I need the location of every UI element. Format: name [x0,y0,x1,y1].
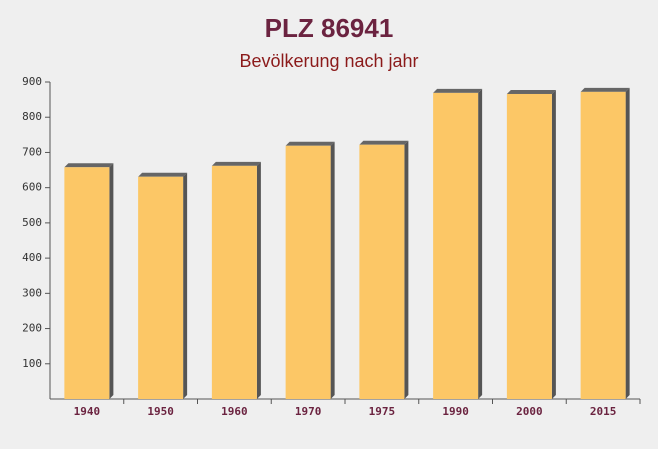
bar [285,145,331,399]
y-tick-label: 600 [22,181,42,194]
bar-side [109,163,114,399]
y-tick-label: 400 [22,251,42,264]
bar-side [551,89,556,399]
y-tick-label: 700 [22,145,42,158]
bar [138,176,184,399]
y-tick-label: 900 [22,75,42,88]
bar-top [285,141,335,146]
bar-side [256,161,261,399]
bar [359,144,405,399]
bar [580,91,626,400]
bar-side [183,172,188,399]
y-tick-label: 300 [22,286,42,299]
y-tick-label: 800 [22,110,42,123]
x-tick-label: 1940 [74,405,101,418]
x-tick-label: 1950 [147,405,174,418]
bar [506,93,552,399]
y-tick-label: 200 [22,322,42,335]
y-tick-label: 500 [22,216,42,229]
bar [211,165,257,399]
bar-top [138,172,188,177]
bar [433,92,479,400]
y-tick-label: 100 [22,357,42,370]
bar-side [625,87,630,400]
bar-side [330,141,335,399]
chart-subtitle: Bevölkerung nach jahr [239,51,418,71]
chart-title: PLZ 86941 [265,13,394,43]
bar-top [211,161,261,166]
bar-side [404,140,409,399]
x-tick-label: 1960 [221,405,248,418]
x-tick-label: 2015 [590,405,617,418]
bar-top [506,89,556,94]
bar-top [64,163,114,168]
x-tick-label: 2000 [516,405,543,418]
x-tick-label: 1975 [369,405,396,418]
x-tick-label: 1990 [442,405,469,418]
bar-side [478,88,483,400]
bar-top [580,87,630,92]
bar [64,167,110,399]
bar-top [359,140,409,145]
bar-top [433,88,483,93]
x-tick-label: 1970 [295,405,322,418]
